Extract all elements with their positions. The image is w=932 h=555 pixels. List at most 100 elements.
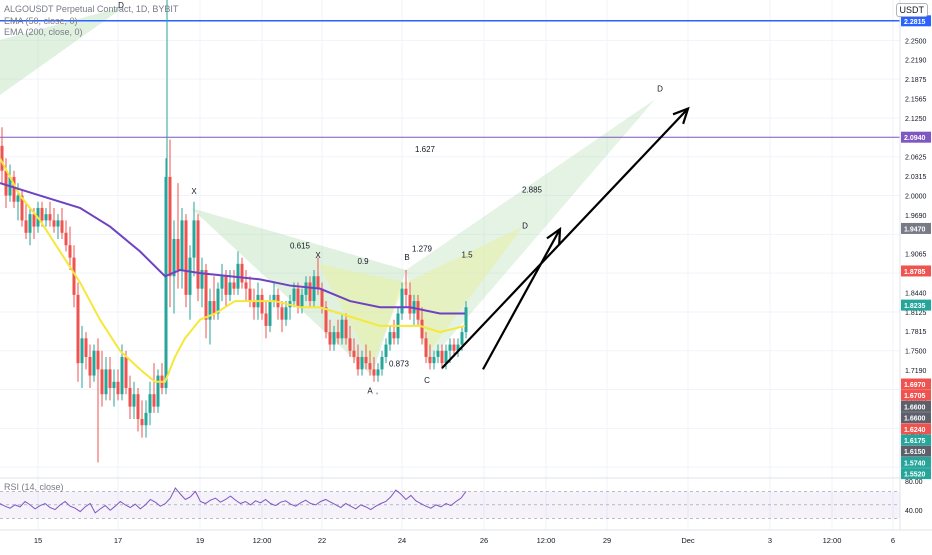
ema200-line (0, 182, 465, 315)
candle-body (32, 214, 36, 227)
candle-body (16, 195, 20, 202)
candle-body (168, 176, 172, 277)
pattern-top-left-triangle (0, 6, 125, 95)
candle-body (452, 344, 456, 351)
price-axis: 2.2815 2.2500 2.2190 2.1875 2.1565 2.1250 2.09… (899, 0, 931, 530)
candle-body (80, 338, 84, 364)
rsi-pane (0, 477, 932, 531)
price-badge-label: 1.6705 (904, 393, 926, 400)
candle-body (332, 332, 336, 345)
legend-symbol[interactable]: ALGOUSDT Perpetual Contract, 1D, BYBIT (4, 4, 179, 14)
price-badge-label: 1.6970 (904, 382, 926, 389)
candle-body (44, 214, 48, 221)
time-tick-label: 29 (603, 536, 611, 545)
rsi-tick-label: 80.00 (905, 479, 923, 486)
candle-body (380, 356, 384, 370)
time-axis: 15 17 19 12:00 22 24 26 12:00 29 Dec 3 12:00 6 (34, 536, 895, 545)
price-badge (901, 131, 931, 143)
price-badge (901, 378, 931, 390)
candle-body (132, 394, 136, 407)
candle-body (12, 176, 16, 202)
price-badge-label: 1.6150 (904, 449, 926, 456)
candle-body (52, 220, 56, 227)
candle-body (360, 356, 364, 370)
arrow-head (672, 106, 690, 125)
candle-body (28, 214, 32, 233)
arrow-shaft (441, 107, 689, 369)
candle-body (260, 294, 264, 314)
candle-body (136, 394, 140, 420)
candle-body (336, 332, 340, 339)
candle-body (92, 350, 96, 376)
price-tick-label: 1.8125 (905, 310, 927, 317)
candle-body (428, 356, 432, 364)
candle-body (340, 319, 344, 339)
price-tick-label: 1.9690 (905, 213, 927, 220)
candle-body (460, 332, 464, 345)
candle-body (24, 220, 28, 233)
candle-body (368, 363, 372, 370)
price-badge-label: 1.8785 (904, 269, 926, 276)
time-tick-label: 12:00 (537, 536, 556, 545)
candle-body (300, 294, 304, 308)
candle-body (60, 220, 64, 233)
candle-body (56, 220, 60, 227)
candle-body (272, 294, 276, 302)
candle-body (224, 276, 228, 295)
candle-body (456, 344, 460, 351)
price-badge-label: 1.6600 (904, 416, 926, 423)
candle-body (128, 387, 132, 407)
candle-body (436, 350, 440, 357)
candle-body (212, 301, 216, 314)
candle-body (184, 220, 188, 295)
price-badge (901, 222, 931, 234)
time-tick-label: 17 (114, 536, 122, 545)
candle-body (48, 214, 52, 221)
time-tick-label: 12:00 (253, 536, 272, 545)
candle-body (464, 307, 468, 333)
price-badge-label: 1.6600 (904, 404, 926, 411)
candles-layer (0, 127, 468, 463)
candle-body (176, 239, 180, 271)
time-tick-label: 22 (318, 536, 326, 545)
price-badge-label: 1.5740 (904, 460, 926, 467)
candle-body (304, 282, 308, 295)
candle-body (280, 307, 284, 320)
arrow-head (546, 226, 562, 246)
pattern-labels-layer: X A , B C D X D D 0.615 0.9 1.279 1.5 2.885 1.627 0.873 (118, 1, 663, 396)
candle-body (244, 282, 248, 289)
pattern-inner-point-d: D (522, 222, 528, 231)
candle-body (72, 257, 76, 295)
candle-body (104, 369, 108, 395)
pattern-inner-bcd (406, 226, 523, 351)
legend-ema200[interactable]: EMA (200, close, 0) (4, 27, 83, 37)
candle-body (196, 220, 200, 289)
candle-body (40, 207, 44, 221)
candle-body (408, 294, 412, 314)
pattern-ratio-label: 0.615 (290, 241, 311, 250)
candle-body (172, 239, 176, 277)
candle-body (192, 220, 196, 258)
candle-body (20, 195, 24, 221)
candle-body (144, 412, 148, 426)
price-badge (901, 412, 931, 424)
pattern-ratio-label: 0.873 (389, 359, 410, 368)
candle-body (228, 282, 232, 295)
legend-rsi[interactable]: RSI (14, close) (4, 482, 64, 492)
price-badge (901, 434, 931, 446)
pattern-point-a-suffix: , (376, 387, 378, 396)
time-tick-label: 6 (891, 536, 895, 545)
currency-badge[interactable]: USDT (895, 3, 928, 17)
pattern-inner-xab (318, 263, 406, 364)
candle-body (296, 288, 300, 308)
candle-body (68, 245, 72, 258)
candle-body (204, 270, 208, 320)
price-badge (901, 468, 931, 480)
candle-body (220, 276, 224, 289)
price-tick-label: 1.7500 (905, 349, 927, 356)
time-tick-label: 15 (34, 536, 42, 545)
pattern-point-x: X (191, 187, 197, 196)
rsi-line (0, 487, 467, 514)
legend-ema50[interactable]: EMA (50, close, 0) (4, 16, 78, 26)
candle-body (152, 394, 156, 407)
